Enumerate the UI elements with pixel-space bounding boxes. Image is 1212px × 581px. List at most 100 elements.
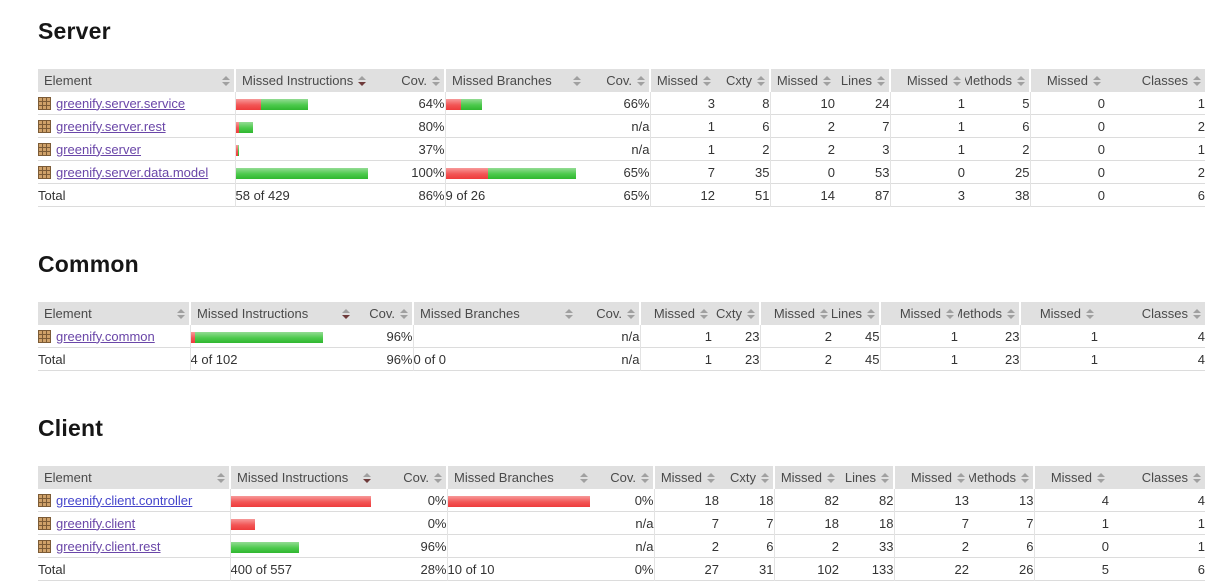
column-header-cov-4[interactable]: Cov.	[577, 302, 640, 325]
column-header-missed-instructions-1[interactable]: Missed Instructions	[229, 466, 375, 489]
column-header-lines-8[interactable]: Lines	[832, 302, 880, 325]
column-header-missed-5[interactable]: Missed	[649, 69, 715, 92]
column-header-label: Missed Branches	[452, 73, 552, 88]
column-header-missed-branches-3[interactable]: Missed Branches	[446, 466, 592, 489]
package-link[interactable]: greenify.server.rest	[56, 118, 166, 134]
stat-cell: 5	[1022, 95, 1030, 111]
sort-icon	[580, 472, 588, 483]
stat-cell: 4	[1033, 489, 1109, 512]
column-header-cov-2[interactable]: Cov.	[370, 69, 445, 92]
sort-icon	[707, 472, 715, 483]
total-instruction-coverage-cell: 28%	[420, 561, 447, 577]
column-header-cov-4[interactable]: Cov.	[585, 69, 650, 92]
package-link[interactable]: greenify.server.data.model	[56, 164, 209, 180]
column-header-element-0[interactable]: Element	[38, 69, 235, 92]
stat-cell: 0	[1033, 534, 1109, 558]
column-header-label: Missed Instructions	[197, 306, 309, 321]
column-header-methods-10[interactable]: Methods	[965, 69, 1030, 92]
column-header-classes-12[interactable]: Classes	[1105, 69, 1205, 92]
stat-cell: 23	[745, 328, 760, 344]
column-header-label: Classes	[1141, 470, 1188, 485]
section-client: Client Element Missed Instructions Cov. Mis…	[38, 415, 1205, 581]
total-stat-cell: 102	[773, 557, 839, 581]
stat-cell: 23	[1005, 328, 1020, 344]
column-header-label: Element	[44, 73, 92, 88]
column-header-element-0[interactable]: Element	[38, 466, 230, 489]
column-header-missed-7[interactable]: Missed	[769, 69, 835, 92]
stat-cell: 2	[762, 141, 770, 157]
column-header-missed-7[interactable]: Missed	[773, 466, 839, 489]
instruction-coverage-cell: 80%	[418, 118, 445, 134]
package-link[interactable]: greenify.common	[56, 328, 155, 344]
stat-cell: 2	[893, 534, 969, 558]
column-header-missed-11[interactable]: Missed	[1019, 302, 1098, 325]
column-header-cov-2[interactable]: Cov.	[375, 466, 447, 489]
sort-icon	[1193, 308, 1201, 319]
missed-instructions-bar	[191, 331, 323, 343]
element-cell: greenify.server.data.model	[38, 161, 235, 184]
stat-cell: 1	[639, 325, 712, 348]
column-header-methods-10[interactable]: Methods	[958, 302, 1020, 325]
total-instruction-coverage-cell: 96%	[386, 351, 413, 367]
instruction-coverage-cell: 64%	[418, 95, 445, 111]
bar-green-segment	[231, 541, 299, 553]
stat-cell: 1	[649, 114, 715, 138]
package-link[interactable]: greenify.server	[56, 141, 142, 157]
stat-cell: 6	[766, 538, 774, 554]
column-header-missed-branches-3[interactable]: Missed Branches	[412, 302, 577, 325]
column-header-cxty-6[interactable]: Cxty	[719, 466, 774, 489]
column-header-missed-5[interactable]: Missed	[653, 466, 719, 489]
column-header-missed-11[interactable]: Missed	[1029, 69, 1105, 92]
column-header-classes-12[interactable]: Classes	[1098, 302, 1205, 325]
column-header-cov-2[interactable]: Cov.	[354, 302, 413, 325]
column-header-lines-8[interactable]: Lines	[835, 69, 890, 92]
column-header-missed-9[interactable]: Missed	[893, 466, 969, 489]
column-header-missed-instructions-1[interactable]: Missed Instructions	[189, 302, 354, 325]
bar-red-segment	[236, 98, 261, 110]
jacoco-coverage-report: Server Element Missed Instructions Cov. Mis…	[38, 18, 1205, 581]
column-header-methods-10[interactable]: Methods	[969, 466, 1034, 489]
column-header-missed-7[interactable]: Missed	[759, 302, 832, 325]
missed-branches-bar	[448, 495, 590, 507]
bar-green-segment	[487, 167, 576, 179]
branch-coverage-cell: n/a	[621, 328, 640, 344]
package-link[interactable]: greenify.server.service	[56, 95, 186, 111]
sort-icon	[217, 472, 225, 483]
missed-instructions-cell	[189, 325, 354, 348]
column-header-label: Missed	[656, 73, 698, 88]
column-header-label: Cxty	[716, 306, 742, 321]
missed-instructions-bar	[236, 121, 253, 133]
stat-cell: 13	[893, 489, 969, 512]
total-row: Total 400 of 557 28% 10 of 10 0% 27 31 102 133 22…	[38, 557, 1205, 581]
stat-cell: 2	[1197, 164, 1205, 180]
stat-cell: 4	[1197, 492, 1205, 508]
column-header-missed-instructions-1[interactable]: Missed Instructions	[234, 69, 370, 92]
stat-cell: 53	[875, 164, 890, 180]
column-header-missed-11[interactable]: Missed	[1033, 466, 1109, 489]
package-link[interactable]: greenify.client.rest	[56, 538, 161, 554]
bar-green-segment	[236, 167, 368, 179]
column-header-missed-branches-3[interactable]: Missed Branches	[444, 69, 585, 92]
column-header-missed-9[interactable]: Missed	[879, 302, 958, 325]
column-header-element-0[interactable]: Element	[38, 302, 190, 325]
column-header-label: Cov.	[401, 73, 427, 88]
column-header-cxty-6[interactable]: Cxty	[712, 302, 760, 325]
total-label-cell: Total	[38, 351, 66, 367]
column-header-classes-12[interactable]: Classes	[1109, 466, 1205, 489]
bar-red-segment	[231, 495, 371, 507]
stat-cell: 82	[879, 492, 894, 508]
bar-red-segment	[236, 144, 238, 156]
instruction-coverage-cell: 0%	[427, 515, 447, 531]
column-header-lines-8[interactable]: Lines	[839, 466, 894, 489]
instruction-coverage-cell: 0%	[427, 492, 447, 508]
missed-branches-bar	[446, 98, 482, 110]
column-header-cov-4[interactable]: Cov.	[592, 466, 654, 489]
column-header-missed-5[interactable]: Missed	[639, 302, 712, 325]
missed-instructions-cell	[229, 511, 375, 535]
column-header-cxty-6[interactable]: Cxty	[715, 69, 770, 92]
bar-red-segment	[448, 495, 590, 507]
package-link[interactable]: greenify.client.controller	[56, 492, 193, 508]
package-link[interactable]: greenify.client	[56, 515, 136, 531]
stat-cell: 2	[653, 534, 719, 558]
column-header-missed-9[interactable]: Missed	[889, 69, 965, 92]
